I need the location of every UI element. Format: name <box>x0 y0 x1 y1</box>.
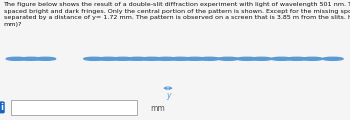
Circle shape <box>271 57 292 60</box>
Text: i: i <box>0 103 3 112</box>
Circle shape <box>322 57 343 60</box>
FancyBboxPatch shape <box>10 100 136 115</box>
Circle shape <box>156 57 176 60</box>
Circle shape <box>237 57 257 60</box>
Text: The figure below shows the result of a double-slit diffraction experiment with l: The figure below shows the result of a d… <box>4 2 350 27</box>
Text: mm: mm <box>150 104 165 113</box>
Circle shape <box>6 57 27 60</box>
Circle shape <box>286 57 307 60</box>
Circle shape <box>302 57 322 60</box>
Circle shape <box>127 57 148 60</box>
Circle shape <box>113 57 133 60</box>
Circle shape <box>84 57 104 60</box>
Circle shape <box>184 57 205 60</box>
Circle shape <box>21 57 41 60</box>
Circle shape <box>251 57 272 60</box>
Circle shape <box>199 57 219 60</box>
Circle shape <box>218 57 238 60</box>
Circle shape <box>170 57 191 60</box>
Text: y: y <box>166 91 170 100</box>
Circle shape <box>35 57 56 60</box>
Circle shape <box>141 57 162 60</box>
Circle shape <box>98 57 119 60</box>
